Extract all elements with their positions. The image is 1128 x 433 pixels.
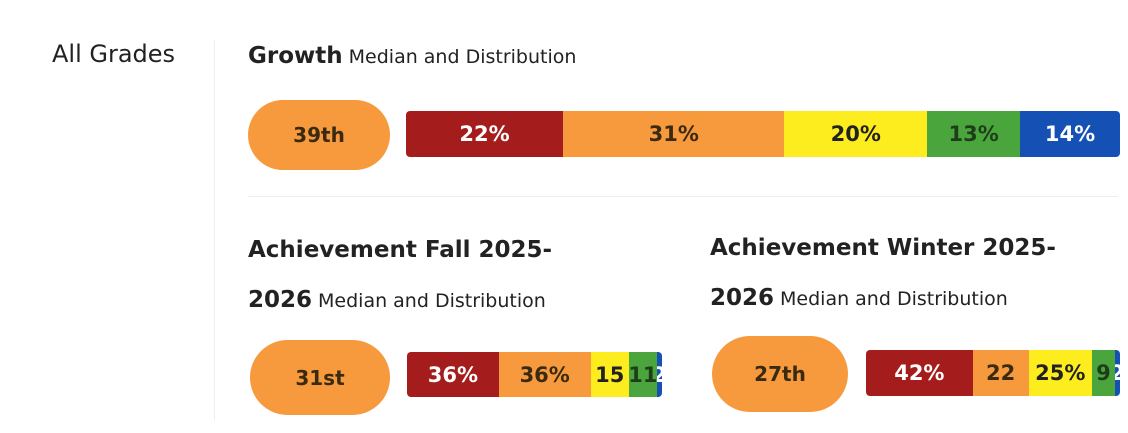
- distribution-segment: 36%: [498, 352, 591, 397]
- section-subtitle: Median and Distribution: [318, 290, 546, 312]
- segment-label: 42%: [894, 361, 945, 385]
- median-badge: 31st: [250, 340, 390, 415]
- segment-label: 20%: [830, 122, 881, 146]
- divider: [214, 40, 215, 420]
- segment-label: 2: [1115, 361, 1120, 385]
- segment-label: 2: [657, 363, 662, 387]
- segment-label: 15: [595, 362, 625, 387]
- section-title: Achievement Fall 2025-2026: [248, 237, 553, 313]
- segment-label: 22: [985, 361, 1016, 385]
- distribution-segment: 36%: [407, 352, 499, 397]
- segment-label: 31%: [648, 122, 699, 146]
- section-subtitle: Median and Distribution: [780, 288, 1008, 310]
- distribution-segment: 15: [590, 352, 629, 397]
- segment-label: 22%: [459, 122, 510, 146]
- segment-label: 14%: [1044, 122, 1096, 146]
- distribution-segment: 22: [972, 350, 1029, 396]
- distribution-bar: 22% 31% 20% 13% 14%: [406, 111, 1120, 157]
- median-badge: 39th: [248, 100, 390, 170]
- distribution-segment: 2: [1114, 350, 1120, 396]
- segment-label: 36%: [519, 362, 570, 387]
- segment-label: 13%: [948, 122, 999, 146]
- sidebar-label: All Grades: [52, 40, 176, 68]
- section-title: Achievement Winter 2025-2026: [710, 235, 1056, 311]
- section-header: Achievement Winter 2025-2026 Median and D…: [710, 224, 1090, 324]
- distribution-segment: 42%: [866, 350, 973, 396]
- distribution-segment: 11: [628, 352, 657, 397]
- distribution-segment: 2: [656, 352, 662, 397]
- distribution-segment: 13%: [927, 111, 1021, 157]
- section-header: Achievement Fall 2025-2026 Median and Dis…: [248, 226, 593, 326]
- section-subtitle: Median and Distribution: [348, 46, 577, 68]
- distribution-segment: 9: [1092, 350, 1115, 396]
- separator: [248, 196, 1118, 197]
- distribution-segment: 22%: [406, 111, 564, 157]
- segment-label: 36%: [427, 362, 479, 387]
- segment-label: 11: [628, 362, 657, 387]
- section-title: Growth: [248, 43, 343, 69]
- distribution-bar: 36% 36% 15112: [407, 352, 662, 397]
- distribution-segment: 31%: [563, 111, 785, 157]
- segment-label: 25%: [1035, 361, 1086, 385]
- section-header: Growth Median and Distribution: [248, 32, 1108, 82]
- distribution-segment: 20%: [784, 111, 928, 157]
- distribution-bar: 42% 22 25% 92: [866, 350, 1120, 396]
- distribution-segment: 14%: [1020, 111, 1120, 157]
- distribution-segment: 25%: [1028, 350, 1093, 396]
- segment-label: 9: [1096, 361, 1111, 385]
- median-badge: 27th: [712, 336, 848, 412]
